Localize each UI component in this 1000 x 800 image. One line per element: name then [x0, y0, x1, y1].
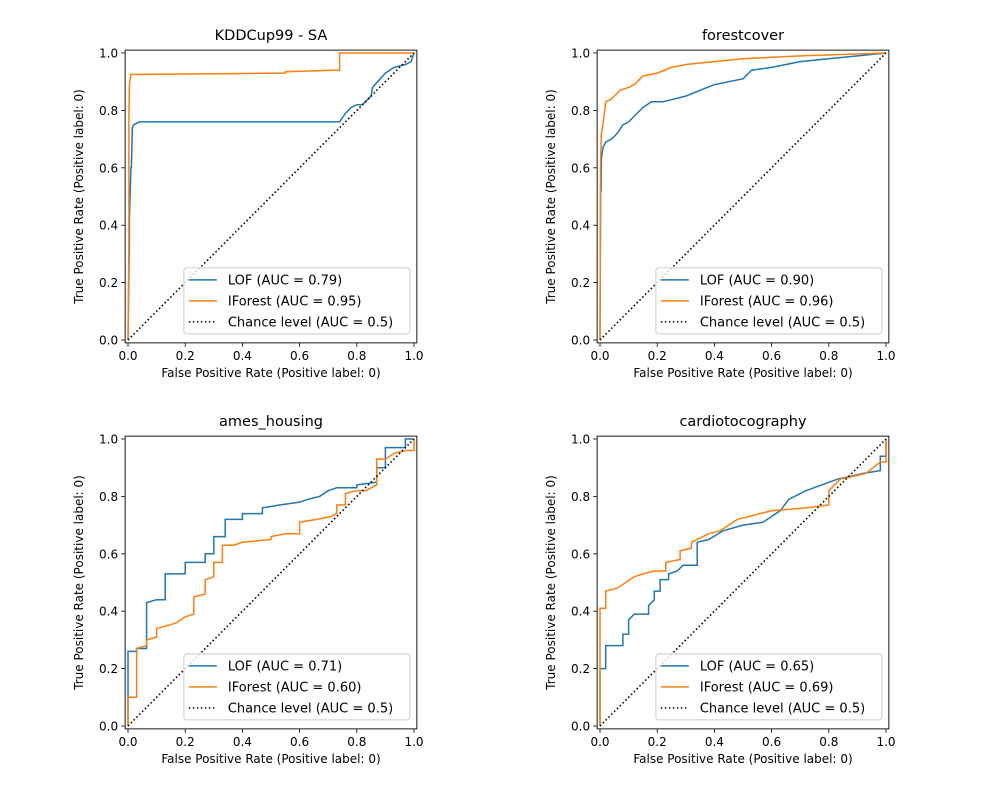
x-tick-label: 0.0	[590, 349, 609, 363]
y-tick-label: 0.6	[99, 161, 118, 175]
roc-curve-lof	[599, 52, 887, 341]
y-tick-label: 0.8	[571, 490, 590, 504]
x-tick-label: 0.6	[290, 735, 309, 749]
roc-curve-iforest	[599, 52, 887, 341]
axes-frame	[124, 49, 418, 344]
y-tick-label: 0.0	[99, 334, 118, 348]
y-axis-label: True Positive Rate (Positive label: 0)	[72, 89, 86, 305]
axes-frame	[596, 49, 890, 344]
axes-frame	[124, 435, 418, 730]
x-tick-label: 0.8	[819, 735, 838, 749]
x-axis-label: False Positive Rate (Positive label: 0)	[633, 752, 852, 766]
x-tick-label: 0.6	[762, 349, 781, 363]
roc-curve-iforest	[127, 439, 415, 726]
y-tick-label: 0.0	[571, 720, 590, 734]
y-tick-label: 1.0	[99, 433, 118, 447]
x-tick-label: 0.8	[347, 349, 366, 363]
x-tick-label: 0.4	[233, 349, 252, 363]
subplot-3: 0.0 0.2 0.4 0.6 0.8 1.0 0.0 0.2 0.4 0.6 0.8 1.0 Fals…	[544, 414, 895, 766]
legend: LOF (AUC = 0.65) IForest (AUC = 0.69) Chan…	[655, 653, 883, 721]
legend: LOF (AUC = 0.71) IForest (AUC = 0.60) Chan…	[183, 653, 411, 721]
legend-box	[183, 653, 411, 721]
x-tick-label: 0.0	[118, 735, 137, 749]
x-tick-label: 1.0	[876, 349, 895, 363]
x-tick-label: 0.4	[233, 735, 252, 749]
y-tick-label: 1.0	[99, 47, 118, 61]
y-tick-label: 0.8	[99, 490, 118, 504]
x-tick-label: 0.8	[347, 735, 366, 749]
x-tick-label: 1.0	[404, 349, 423, 363]
y-tick-label: 0.4	[99, 219, 118, 233]
legend-box	[655, 653, 883, 721]
y-tick-label: 0.6	[571, 547, 590, 561]
y-tick-label: 0.0	[99, 720, 118, 734]
subplot-title: forestcover	[702, 28, 784, 44]
y-tick-label: 0.6	[99, 547, 118, 561]
legend-label: IForest (AUC = 0.69)	[700, 680, 834, 695]
x-tick-label: 0.2	[176, 735, 195, 749]
legend-label: IForest (AUC = 0.95)	[228, 294, 362, 309]
y-axis-label: True Positive Rate (Positive label: 0)	[544, 89, 558, 305]
y-axis-label: True Positive Rate (Positive label: 0)	[72, 475, 86, 691]
legend-label: IForest (AUC = 0.96)	[700, 294, 834, 309]
legend-label: IForest (AUC = 0.60)	[228, 680, 362, 695]
roc-curve-lof	[599, 439, 887, 726]
y-tick-label: 0.2	[99, 662, 118, 676]
subplot-0: 0.0 0.2 0.4 0.6 0.8 1.0 0.0 0.2 0.4 0.6 0.8 1.0 Fals…	[72, 28, 423, 380]
y-tick-label: 0.6	[571, 161, 590, 175]
x-tick-label: 0.4	[705, 349, 724, 363]
legend-label: Chance level (AUC = 0.5)	[228, 701, 393, 716]
subplot-title: KDDCup99 - SA	[215, 28, 328, 44]
x-tick-label: 0.0	[118, 349, 137, 363]
x-tick-label: 0.2	[648, 349, 667, 363]
roc-curve-iforest	[127, 52, 414, 341]
y-tick-label: 1.0	[571, 433, 590, 447]
legend-label: Chance level (AUC = 0.5)	[700, 315, 865, 330]
legend-label: LOF (AUC = 0.79)	[228, 273, 342, 288]
x-tick-label: 1.0	[876, 735, 895, 749]
x-axis-label: False Positive Rate (Positive label: 0)	[161, 366, 380, 380]
y-tick-label: 0.4	[571, 219, 590, 233]
legend-box	[183, 267, 411, 335]
y-tick-label: 0.4	[571, 605, 590, 619]
y-tick-label: 0.8	[99, 104, 118, 118]
roc-curve-lof	[127, 52, 415, 341]
legend-label: LOF (AUC = 0.71)	[228, 659, 342, 674]
y-tick-label: 0.8	[571, 104, 590, 118]
x-axis-label: False Positive Rate (Positive label: 0)	[161, 752, 380, 766]
legend: LOF (AUC = 0.90) IForest (AUC = 0.96) Chan…	[655, 267, 883, 335]
subplot-1: 0.0 0.2 0.4 0.6 0.8 1.0 0.0 0.2 0.4 0.6 0.8 1.0 Fals…	[544, 28, 895, 380]
y-tick-label: 0.2	[571, 276, 590, 290]
x-tick-label: 0.8	[819, 349, 838, 363]
legend-label: Chance level (AUC = 0.5)	[700, 701, 865, 716]
x-tick-label: 0.4	[705, 735, 724, 749]
x-tick-label: 0.6	[762, 735, 781, 749]
subplot-title: cardiotocography	[679, 414, 807, 430]
y-tick-label: 0.2	[571, 662, 590, 676]
legend-label: LOF (AUC = 0.65)	[700, 659, 814, 674]
axes-frame	[596, 435, 890, 730]
roc-curve-iforest	[599, 439, 887, 726]
legend-box	[655, 267, 883, 335]
y-tick-label: 1.0	[571, 47, 590, 61]
x-tick-label: 0.2	[176, 349, 195, 363]
legend: LOF (AUC = 0.79) IForest (AUC = 0.95) Chan…	[183, 267, 411, 335]
y-tick-label: 0.4	[99, 605, 118, 619]
x-axis-label: False Positive Rate (Positive label: 0)	[633, 366, 852, 380]
x-tick-label: 0.2	[648, 735, 667, 749]
y-tick-label: 0.0	[571, 334, 590, 348]
subplot-2: 0.0 0.2 0.4 0.6 0.8 1.0 0.0 0.2 0.4 0.6 0.8 1.0 Fals…	[72, 414, 423, 766]
x-tick-label: 1.0	[404, 735, 423, 749]
legend-label: LOF (AUC = 0.90)	[700, 273, 814, 288]
x-tick-label: 0.0	[590, 735, 609, 749]
y-axis-label: True Positive Rate (Positive label: 0)	[544, 475, 558, 691]
subplot-title: ames_housing	[219, 414, 323, 430]
legend-label: Chance level (AUC = 0.5)	[228, 315, 393, 330]
x-tick-label: 0.6	[290, 349, 309, 363]
y-tick-label: 0.2	[99, 276, 118, 290]
